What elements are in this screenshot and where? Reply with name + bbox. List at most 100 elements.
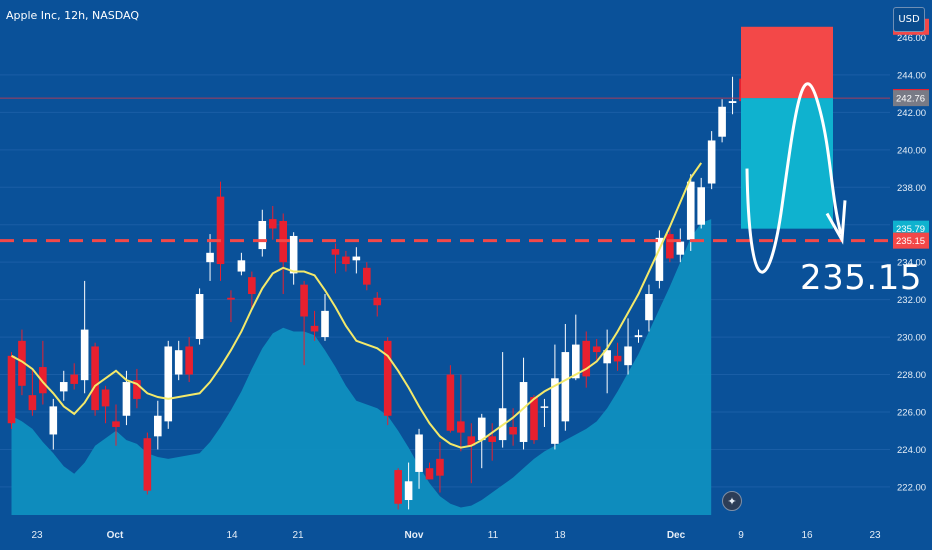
candle-down bbox=[7, 355, 16, 424]
candle-up bbox=[718, 106, 726, 137]
candle-up bbox=[624, 346, 632, 366]
scroll-to-realtime-icon[interactable]: ✦ bbox=[722, 491, 742, 511]
candle-down bbox=[530, 397, 538, 441]
candle-up bbox=[572, 344, 580, 379]
candle-up bbox=[561, 352, 570, 422]
candle-down bbox=[383, 340, 392, 416]
candle-down bbox=[39, 367, 47, 394]
candle-up bbox=[195, 294, 204, 339]
candle-up bbox=[697, 187, 705, 225]
candle-down bbox=[227, 297, 235, 300]
projection-arrow bbox=[745, 82, 843, 274]
candle-up bbox=[80, 329, 89, 381]
candle-down bbox=[91, 346, 99, 411]
candle-down bbox=[613, 355, 622, 362]
candle-up bbox=[728, 101, 737, 103]
moving-average-line bbox=[11, 162, 703, 449]
candle-down bbox=[133, 380, 141, 399]
candle-up bbox=[154, 415, 162, 437]
y-tick-label: 222.00 bbox=[897, 482, 926, 493]
candle-up bbox=[707, 140, 716, 184]
candle-down bbox=[582, 340, 591, 377]
x-tick-label: 23 bbox=[31, 530, 43, 541]
x-tick-label: 16 bbox=[801, 530, 813, 541]
candle-down bbox=[436, 458, 444, 476]
candle-up bbox=[289, 235, 298, 274]
candle-up bbox=[352, 256, 361, 261]
candle-up bbox=[122, 382, 131, 416]
candle-down bbox=[300, 284, 308, 317]
candle-down bbox=[143, 438, 152, 491]
x-tick-label: 9 bbox=[738, 530, 744, 541]
candle-down bbox=[592, 346, 601, 353]
candle-up bbox=[676, 241, 685, 255]
y-tick-label: 246.00 bbox=[897, 33, 926, 44]
x-tick-label: Nov bbox=[405, 530, 424, 541]
candle-down bbox=[342, 256, 350, 265]
y-tick-label: 232.00 bbox=[897, 295, 926, 306]
x-tick-label: 11 bbox=[488, 530, 499, 541]
candle-up bbox=[655, 237, 664, 281]
candle-down bbox=[310, 325, 319, 332]
candle-up bbox=[258, 220, 267, 250]
price-badge-label: 235.15 bbox=[896, 236, 925, 247]
candle-up bbox=[404, 481, 413, 501]
y-tick-label: 238.00 bbox=[897, 183, 926, 194]
candle-up bbox=[49, 406, 58, 435]
chart-title: Apple Inc, 12h, NASDAQ bbox=[6, 9, 140, 22]
y-tick-label: 228.00 bbox=[897, 370, 926, 381]
candle-up bbox=[477, 417, 486, 441]
candle-down bbox=[248, 277, 256, 295]
candle-down bbox=[101, 389, 110, 407]
price-badge-label: 242.76 bbox=[896, 94, 925, 105]
candle-up bbox=[603, 350, 611, 364]
candle-down bbox=[112, 421, 120, 427]
candle-down bbox=[446, 374, 455, 431]
x-tick-label: 23 bbox=[869, 530, 881, 541]
candle-down bbox=[467, 436, 476, 446]
candle-up bbox=[551, 378, 559, 444]
candle-down bbox=[425, 468, 434, 480]
x-tick-label: 21 bbox=[292, 530, 304, 541]
candle-up bbox=[164, 346, 173, 422]
candle-down bbox=[18, 340, 26, 386]
x-tick-label: Oct bbox=[107, 530, 124, 541]
price-badge bbox=[893, 232, 929, 249]
projection-arrowhead bbox=[825, 200, 847, 245]
candle-down bbox=[28, 395, 37, 411]
y-tick-label: 226.00 bbox=[897, 408, 926, 419]
candle-down bbox=[216, 196, 225, 265]
candle-down bbox=[394, 470, 402, 504]
candle-up bbox=[645, 294, 653, 321]
candle-down bbox=[373, 297, 382, 306]
candle-up bbox=[237, 260, 246, 272]
candle-down bbox=[509, 426, 517, 435]
candle-up bbox=[174, 350, 183, 375]
target-price-label: 235.15 bbox=[800, 258, 922, 298]
x-tick-label: 14 bbox=[226, 530, 238, 541]
candle-down bbox=[488, 436, 496, 442]
candle-up bbox=[321, 310, 329, 338]
candle-down bbox=[363, 267, 371, 285]
y-tick-label: 240.00 bbox=[897, 145, 926, 156]
candle-down bbox=[666, 234, 674, 259]
y-tick-label: 230.00 bbox=[897, 333, 926, 344]
candle-down bbox=[185, 346, 193, 375]
candle-down bbox=[268, 219, 277, 229]
area-fill bbox=[11, 219, 712, 516]
candle-down bbox=[70, 374, 78, 384]
candle-up bbox=[634, 335, 643, 338]
x-tick-label: Dec bbox=[667, 530, 686, 541]
y-tick-label: 224.00 bbox=[897, 445, 926, 456]
candle-up bbox=[415, 434, 423, 472]
y-tick-label: 234.00 bbox=[897, 258, 926, 269]
candle-up bbox=[519, 382, 528, 442]
price-badge bbox=[893, 90, 929, 107]
x-tick-label: 18 bbox=[554, 530, 566, 541]
stop-loss-zone bbox=[741, 26, 833, 99]
candle-up bbox=[206, 252, 214, 263]
currency-button[interactable]: USD bbox=[893, 7, 925, 32]
candle-down bbox=[457, 421, 465, 433]
